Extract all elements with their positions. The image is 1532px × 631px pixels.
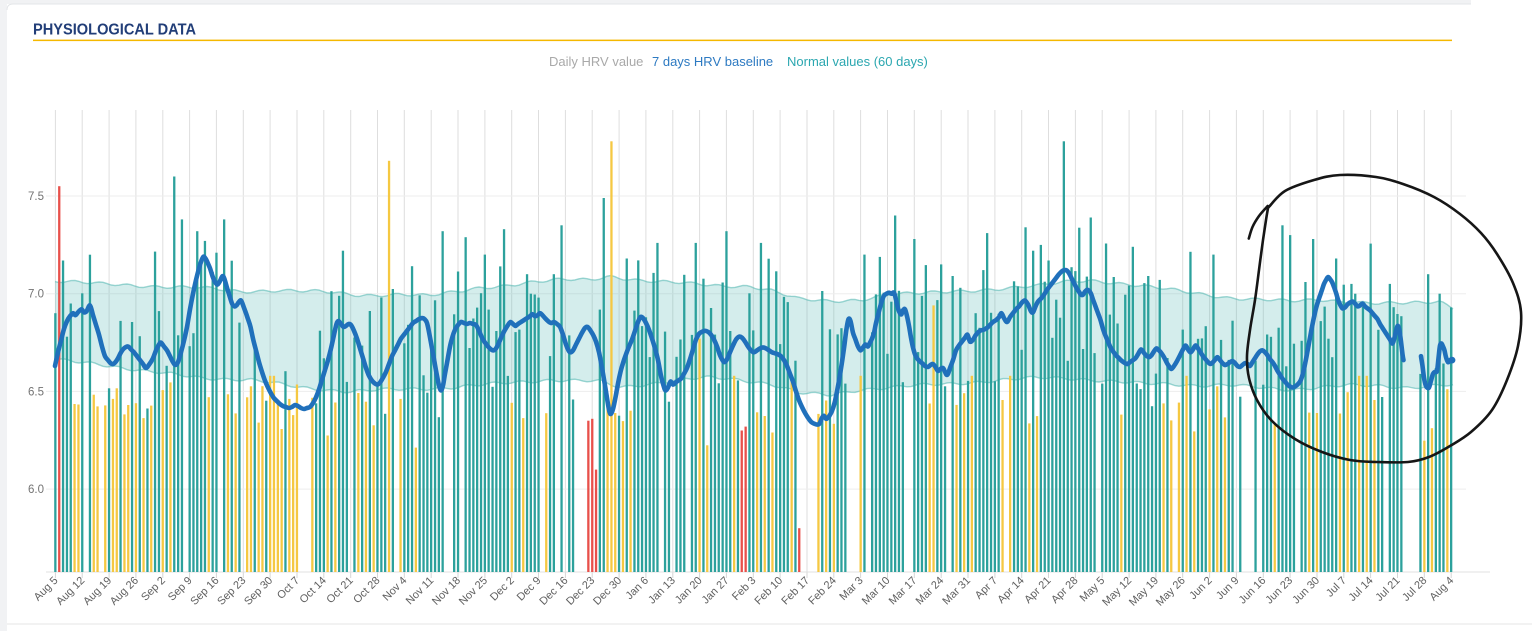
svg-text:PHYSIOLOGICAL DATA: PHYSIOLOGICAL DATA — [33, 22, 196, 39]
svg-text:Normal values (60 days): Normal values (60 days) — [787, 54, 928, 69]
svg-text:6.5: 6.5 — [28, 386, 44, 398]
svg-text:7 days HRV baseline: 7 days HRV baseline — [652, 54, 773, 69]
svg-text:7.0: 7.0 — [28, 289, 44, 301]
svg-text:7.5: 7.5 — [28, 191, 44, 203]
svg-text:Daily HRV value: Daily HRV value — [549, 54, 643, 69]
svg-text:6.0: 6.0 — [28, 484, 44, 496]
